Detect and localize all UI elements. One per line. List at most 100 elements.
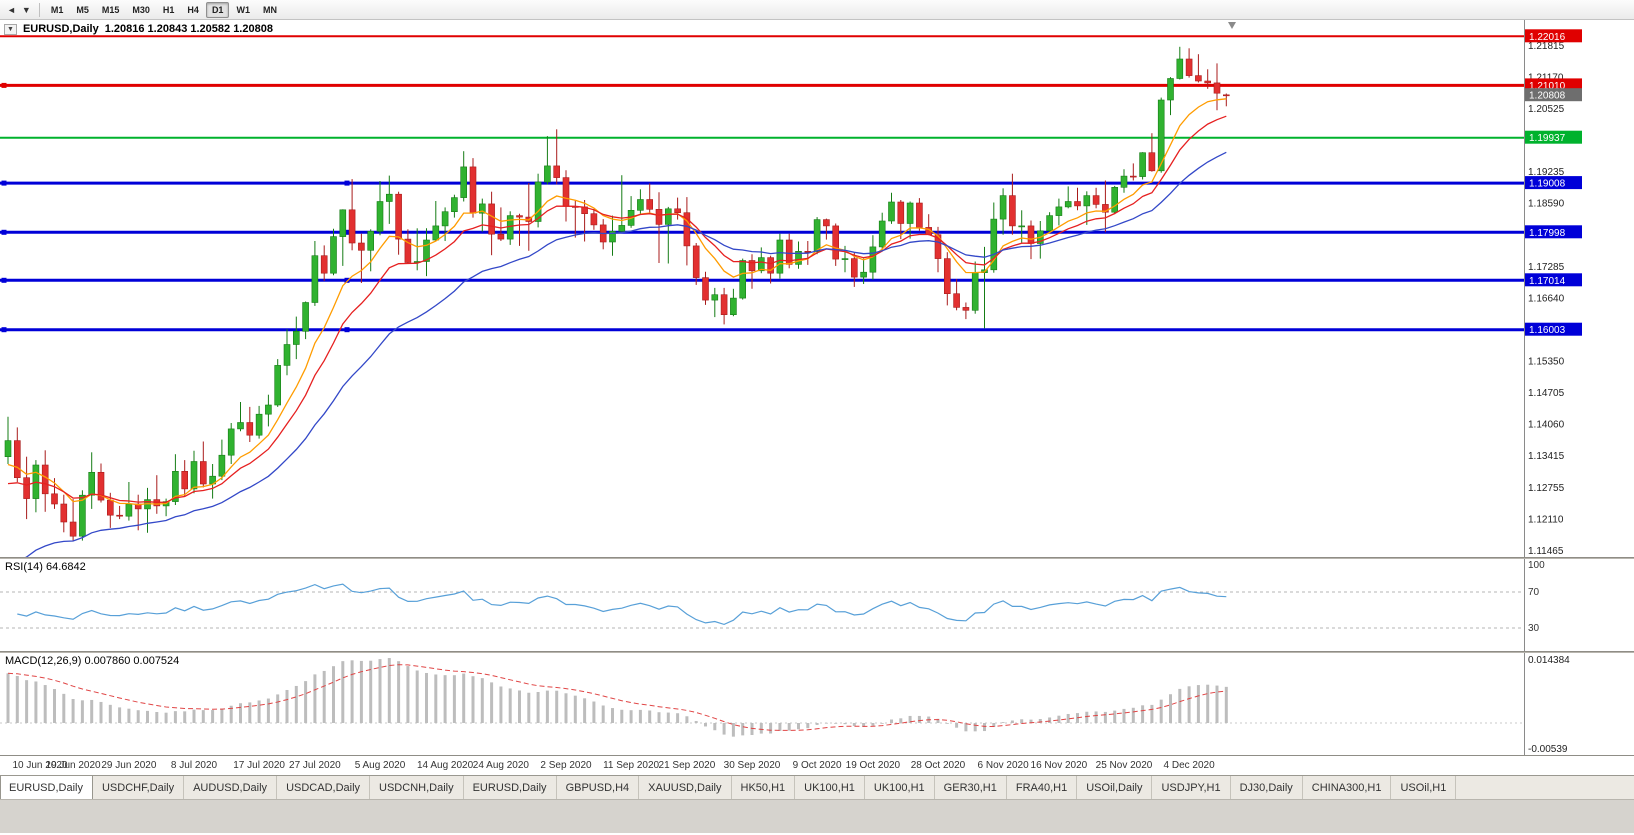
symbol-tab-hk50-h1[interactable]: HK50,H1 <box>731 776 796 799</box>
symbol-tab-eurusd-daily[interactable]: EURUSD,Daily <box>0 776 93 799</box>
svg-text:-0.00539: -0.00539 <box>1528 744 1568 755</box>
svg-text:1.17014: 1.17014 <box>1529 276 1566 287</box>
svg-text:1.14705: 1.14705 <box>1528 388 1565 399</box>
symbol-tab-china300-h1[interactable]: CHINA300,H1 <box>1302 776 1392 799</box>
date-label: 16 Nov 2020 <box>1030 760 1088 771</box>
date-label: 29 Jun 2020 <box>101 760 157 771</box>
chart-symbol-label: EURUSD,Daily <box>22 23 99 35</box>
symbol-tab-fra40-h1[interactable]: FRA40,H1 <box>1006 776 1078 799</box>
timeframe-button-h1[interactable]: H1 <box>162 4 175 15</box>
chart-shift-marker <box>1228 22 1236 29</box>
price-chart-canvas[interactable]: 1.218151.211701.205251.198801.192351.185… <box>0 20 1634 557</box>
toolbar-separator <box>38 2 40 17</box>
horizontal-lines <box>0 35 1524 333</box>
svg-text:70: 70 <box>1528 587 1540 598</box>
svg-text:100: 100 <box>1528 560 1545 571</box>
chart-area: 1.218151.211701.205251.198801.192351.185… <box>0 20 1634 775</box>
svg-text:1.16003: 1.16003 <box>1529 325 1566 336</box>
date-label: 5 Aug 2020 <box>354 760 406 771</box>
timeframe-button-m5[interactable]: M5 <box>76 4 89 15</box>
chart-back-icon[interactable]: ◄ <box>7 4 16 15</box>
symbol-tab-usoil-h1[interactable]: USOil,H1 <box>1391 776 1457 799</box>
rsi-chart-canvas[interactable]: 100 70 30 <box>0 559 1634 651</box>
svg-text:1.12110: 1.12110 <box>1528 515 1564 526</box>
chart-tabs-bar: EURUSD,Daily USDCHF,Daily AUDUSD,Daily USDC… <box>0 775 1634 799</box>
date-label: 28 Oct 2020 <box>910 760 966 771</box>
main-chart-panel[interactable]: 1.218151.211701.205251.198801.192351.185… <box>0 20 1634 557</box>
timeframe-button-d1[interactable]: D1 <box>205 1 230 18</box>
date-label: 30 Sep 2020 <box>723 760 781 771</box>
rsi-splitter[interactable] <box>0 557 1634 559</box>
timeframe-button-m15[interactable]: M15 <box>101 4 120 15</box>
date-label: 19 Oct 2020 <box>845 760 901 771</box>
macd-splitter[interactable] <box>0 651 1634 653</box>
timeframe-button-w1[interactable]: W1 <box>236 4 250 15</box>
svg-text:1.20525: 1.20525 <box>1528 104 1565 115</box>
symbol-tab-gbpusd-h4[interactable]: GBPUSD,H4 <box>556 776 640 799</box>
date-label: 6 Nov 2020 <box>977 760 1029 771</box>
svg-text:1.13415: 1.13415 <box>1528 451 1565 462</box>
date-label: 27 Jul 2020 <box>289 760 341 771</box>
svg-text:1.19235: 1.19235 <box>1528 167 1565 178</box>
timeframe-button-h4[interactable]: H4 <box>187 4 199 15</box>
rsi-panel[interactable]: 100 70 30 RSI(14) 64.6842 <box>0 559 1634 651</box>
ma-slow-blue <box>25 151 1227 557</box>
symbol-tab-usoil-daily[interactable]: USOil,Daily <box>1077 776 1153 799</box>
svg-text:1.11465: 1.11465 <box>1528 546 1564 557</box>
symbol-tab-eurusd-daily[interactable]: EURUSD,Daily <box>463 776 557 799</box>
macd-panel[interactable]: 0.014384 -0.00539 MACD(12,26,9) 0.007860 … <box>0 653 1634 755</box>
ma-mid-red <box>7 115 1227 503</box>
symbol-tab-dj30-daily[interactable]: DJ30,Daily <box>1230 776 1303 799</box>
svg-text:1.21170: 1.21170 <box>1528 73 1564 84</box>
svg-text:1.16640: 1.16640 <box>1528 294 1565 305</box>
svg-text:1.19937: 1.19937 <box>1529 133 1566 144</box>
timeframe-toolbar: ◄ ▼ M1 M5 M15 M30 H1 H4 D1 W1 MN <box>0 0 1634 20</box>
svg-text:1.21815: 1.21815 <box>1528 41 1565 52</box>
symbol-tab-usdcnh-daily[interactable]: USDCNH,Daily <box>370 776 464 799</box>
collapse-icon[interactable]: ▼ <box>4 23 17 35</box>
svg-text:1.17285: 1.17285 <box>1528 262 1565 273</box>
date-label: 11 Sep 2020 <box>603 760 660 771</box>
date-label: 9 Oct 2020 <box>792 760 842 771</box>
ma-fast-orange <box>7 98 1227 506</box>
svg-text:1.21010: 1.21010 <box>1529 81 1566 92</box>
chart-ohlc-values: 1.20816 1.20843 1.20582 1.20808 <box>104 23 273 35</box>
date-label: 2 Sep 2020 <box>540 760 592 771</box>
symbol-tab-usdcad-daily[interactable]: USDCAD,Daily <box>277 776 371 799</box>
symbol-tab-usdjpy-h1[interactable]: USDJPY,H1 <box>1152 776 1231 799</box>
symbol-tab-audusd-daily[interactable]: AUDUSD,Daily <box>184 776 278 799</box>
chart-dropdown-icon[interactable]: ▼ <box>21 4 31 15</box>
date-label: 17 Jul 2020 <box>233 760 285 771</box>
date-label: 4 Dec 2020 <box>1163 760 1215 771</box>
macd-signal-line <box>7 664 1227 731</box>
symbol-tab-ger30-h1[interactable]: GER30,H1 <box>934 776 1007 799</box>
svg-text:1.18590: 1.18590 <box>1528 199 1565 210</box>
macd-histogram <box>6 658 1228 737</box>
date-label: 10 Jun 2020 <box>12 760 68 771</box>
timeframe-button-m1[interactable]: M1 <box>50 4 64 15</box>
symbol-tab-uk100-h1[interactable]: UK100,H1 <box>864 776 935 799</box>
date-label: 8 Jul 2020 <box>170 760 218 771</box>
date-label: 19 Jun 2020 <box>45 760 101 771</box>
macd-chart-canvas[interactable]: 0.014384 -0.00539 <box>0 653 1634 755</box>
timeframe-button-mn[interactable]: MN <box>262 4 277 15</box>
chart-title: ▼ EURUSD,Daily 1.20816 1.20843 1.20582 1… <box>4 23 273 35</box>
svg-text:1.20808: 1.20808 <box>1529 91 1566 102</box>
timeframe-button-m30[interactable]: M30 <box>132 4 150 15</box>
symbol-tab-uk100-h1[interactable]: UK100,H1 <box>795 776 865 799</box>
svg-text:0.014384: 0.014384 <box>1528 655 1570 666</box>
rsi-indicator-label: RSI(14) 64.6842 <box>5 561 86 573</box>
window-chrome <box>0 799 1634 833</box>
svg-text:30: 30 <box>1528 623 1540 634</box>
svg-text:1.14060: 1.14060 <box>1528 420 1565 431</box>
date-axis[interactable]: 10 Jun 2020 19 Jun 2020 29 Jun 2020 8 Jul 2… <box>0 755 1634 775</box>
svg-text:1.19008: 1.19008 <box>1529 179 1566 190</box>
symbol-tab-usdchf-daily[interactable]: USDCHF,Daily <box>92 776 185 799</box>
symbol-tab-xauusd-daily[interactable]: XAUUSD,Daily <box>639 776 732 799</box>
macd-indicator-label: MACD(12,26,9) 0.007860 0.007524 <box>5 655 180 667</box>
date-label: 21 Sep 2020 <box>658 760 716 771</box>
svg-text:1.17998: 1.17998 <box>1529 228 1566 239</box>
svg-text:1.15350: 1.15350 <box>1528 357 1565 368</box>
